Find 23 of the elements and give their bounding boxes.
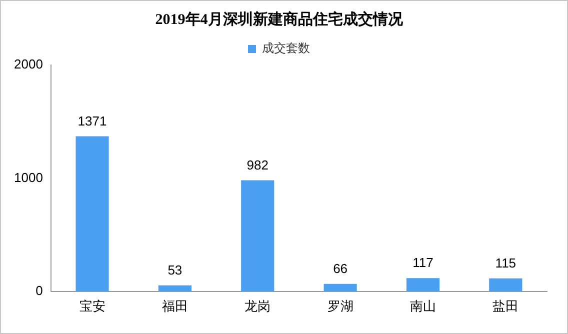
data-label: 115 — [495, 255, 516, 270]
bar — [489, 278, 522, 292]
y-tick-label: 1000 — [14, 170, 43, 185]
bar — [324, 284, 357, 292]
x-tick-label: 龙岗 — [244, 300, 271, 315]
legend-label: 成交套数 — [262, 41, 310, 56]
data-label: 66 — [333, 261, 348, 276]
x-tick-label: 盐田 — [492, 300, 519, 315]
x-tick-label: 南山 — [410, 300, 436, 315]
chart-title: 2019年4月深圳新建商品住宅成交情况 — [155, 10, 404, 28]
y-tick-label: 2000 — [14, 56, 43, 72]
bar — [76, 136, 109, 292]
x-tick-label: 宝安 — [79, 298, 106, 315]
bar — [406, 278, 440, 292]
y-tick-label: 0 — [36, 282, 43, 298]
bar — [158, 285, 192, 292]
data-label: 53 — [168, 262, 182, 278]
data-label: 1371 — [78, 113, 107, 128]
bar — [241, 180, 274, 292]
data-label: 982 — [246, 157, 268, 172]
x-tick-label: 福田 — [162, 300, 188, 315]
data-label: 117 — [412, 255, 434, 270]
x-tick-label: 罗湖 — [327, 300, 354, 315]
